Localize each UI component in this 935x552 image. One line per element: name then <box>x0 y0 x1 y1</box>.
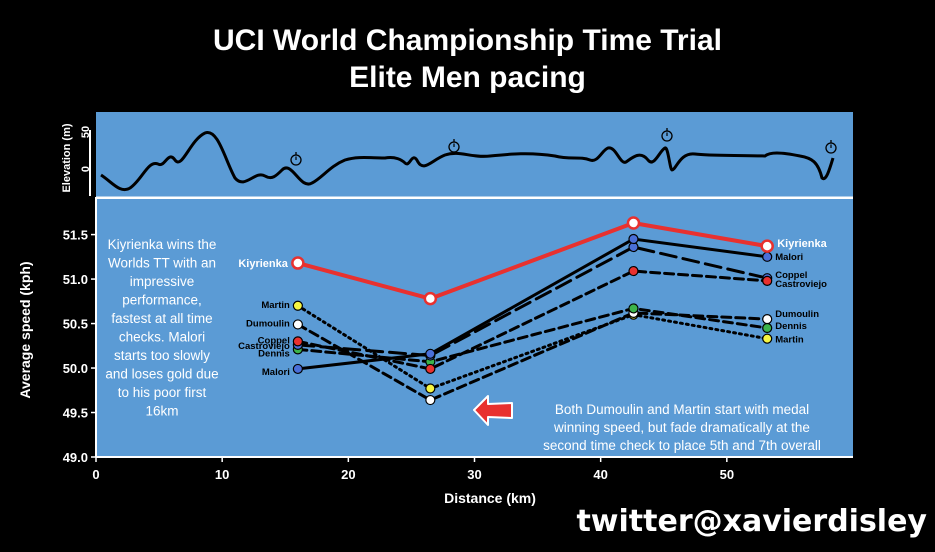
y-tick-label: 50.0 <box>63 361 88 376</box>
data-point-kiyrienka <box>626 216 641 230</box>
series-label-left-coppel: Coppel <box>258 335 290 346</box>
annotation-line: second time check to place 5th and 7th o… <box>543 438 821 453</box>
annotation-line: performance, <box>122 293 202 308</box>
x-tick-label: 20 <box>341 467 355 482</box>
data-point-coppel <box>292 336 303 347</box>
axes: 0 10 20 30 40 50 49.0 49.5 50.0 50.5 51.0 51.5 <box>63 197 853 482</box>
x-tick-label: 10 <box>215 467 229 482</box>
arrow-icon <box>473 395 513 426</box>
data-point-coppel <box>628 265 639 277</box>
series-label-right-kiyrienka: Kiyrienka <box>777 238 827 250</box>
y-tick-label: 51.5 <box>63 228 88 243</box>
data-point-coppel <box>425 363 436 375</box>
twitter-handle[interactable]: twitter@xavierdisley <box>576 504 927 539</box>
series-line-martin <box>296 304 769 390</box>
x-tick-label: 50 <box>720 467 734 482</box>
annotation-line: winning speed, but fade dramatically at … <box>553 420 810 435</box>
x-axis-label: Distance (km) <box>444 490 536 506</box>
data-point-dumoulin <box>425 394 436 406</box>
y-tick-label: 50.5 <box>63 317 88 332</box>
series-label-left-dumoulin: Dumoulin <box>246 318 290 329</box>
annotation-left: Kiyrienka wins the Worlds TT with an impre… <box>105 237 218 419</box>
data-point-coppel <box>762 275 773 286</box>
elevation-tick-50: 50 <box>80 126 92 138</box>
series-label-right-dumoulin: Dumoulin <box>775 309 819 320</box>
data-point-dumoulin <box>292 319 303 330</box>
data-point-malori <box>425 348 436 359</box>
series-label-right-martin: Martin <box>775 335 804 346</box>
series-label-left-dennis: Dennis <box>258 348 290 359</box>
stopwatch-icon <box>825 140 837 154</box>
annotation-line: fastest at all time <box>111 311 212 326</box>
data-point-martin <box>762 333 773 344</box>
annotation-line: checks. Malori <box>119 330 205 345</box>
y-tick-label: 51.0 <box>63 272 88 287</box>
data-point-kiyrienka <box>291 256 305 270</box>
stopwatch-icon <box>661 128 673 142</box>
annotation-line: Worlds TT with an <box>108 256 216 271</box>
annotation-line: 16km <box>145 404 178 419</box>
data-point-martin <box>425 383 436 394</box>
elevation-ylabel: Elevation (m) <box>61 123 73 192</box>
x-tick-label: 0 <box>92 467 99 482</box>
title-line-2: Elite Men pacing <box>349 61 586 94</box>
series-label-right-castroviejo: Castroviejo <box>775 279 827 290</box>
data-point-dennis <box>628 303 639 314</box>
y-axis-label: Average speed (kph) <box>17 261 33 398</box>
elevation-tick-0: 0 <box>80 166 92 172</box>
x-tick-label: 30 <box>467 467 481 482</box>
series-line-malori <box>296 237 769 371</box>
annotation-line: Kiyrienka wins the <box>108 237 217 252</box>
series-label-left-martin: Martin <box>261 300 290 311</box>
y-tick-label: 49.0 <box>63 450 88 465</box>
data-point-malori <box>628 233 639 245</box>
annotation-line: impressive <box>130 274 195 289</box>
series-lines <box>295 221 770 402</box>
stopwatch-icon <box>290 152 302 166</box>
title-line-1: UCI World Championship Time Trial <box>213 24 722 57</box>
series-line-kiyrienka <box>295 221 770 301</box>
chart-title: UCI World Championship Time Trial Elite … <box>0 22 935 96</box>
x-tick-label: 40 <box>593 467 607 482</box>
annotation-line: to his poor first <box>118 385 207 400</box>
elevation-profile-line <box>100 131 835 191</box>
annotation-line: Both Dumoulin and Martin start with meda… <box>555 402 809 417</box>
data-point-kiyrienka <box>423 291 438 306</box>
series-line-coppel <box>296 269 769 371</box>
data-point-malori <box>292 363 303 375</box>
series-markers <box>291 216 774 406</box>
data-point-dumoulin <box>762 314 773 325</box>
data-point-malori <box>762 251 773 262</box>
annotation-line: starts too slowly <box>114 348 210 363</box>
y-tick-label: 49.5 <box>63 406 88 421</box>
annotation-right: Both Dumoulin and Martin start with meda… <box>543 402 821 453</box>
series-label-left-malori: Malori <box>262 367 290 378</box>
series-label-left-castroviejo: Castroviejo <box>238 341 290 352</box>
data-point-martin <box>292 300 303 311</box>
series-line-dennis <box>296 306 769 364</box>
annotation-line: and loses gold due <box>105 367 218 382</box>
series-label-right-coppel: Coppel <box>775 270 807 281</box>
series-label-right-dennis: Dennis <box>775 321 807 332</box>
series-label-right-malori: Malori <box>775 252 803 263</box>
data-point-dennis <box>762 322 773 334</box>
series-label-left-kiyrienka: Kiyrienka <box>238 258 288 270</box>
elevation-axis: 50 0 Elevation (m) <box>61 123 92 196</box>
series-labels: KiyrienkaMaloriCoppelCastroviejoDennisDu… <box>238 238 827 378</box>
data-point-kiyrienka <box>760 239 774 253</box>
stopwatch-icon <box>448 139 460 153</box>
